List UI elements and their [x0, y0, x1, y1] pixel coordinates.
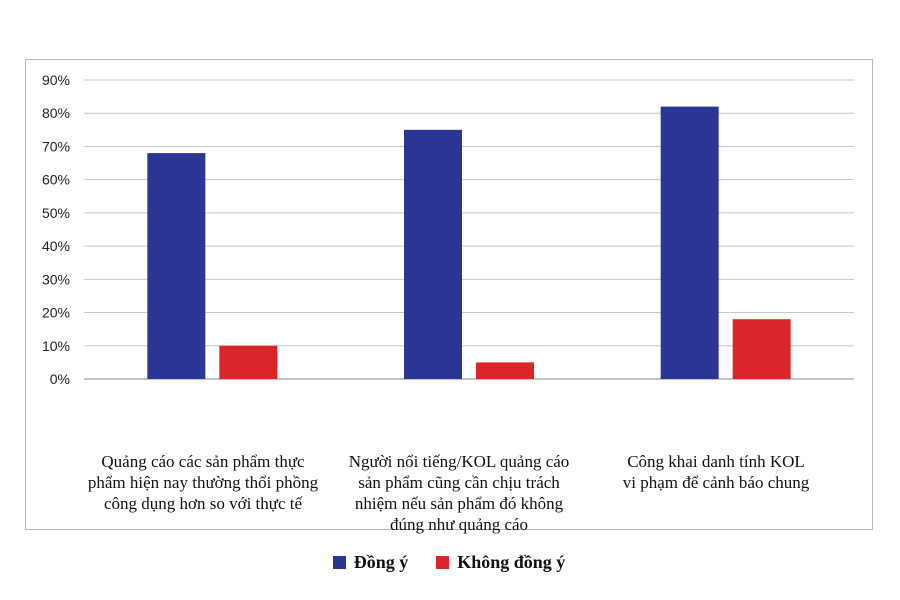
legend-label-dong-y: Đồng ý [353, 552, 409, 572]
category-label-1: Quảng cáo các sản phẩm thực phẩm hiện na… [87, 452, 319, 513]
legend-item-dong-y: Đồng ý [332, 552, 409, 573]
category-label-3: Công khai danh tính KOL vi phạm để cảnh … [622, 452, 810, 492]
legend: Đồng ý Không đồng ý [26, 552, 872, 573]
bar-dong-y-1 [147, 153, 206, 379]
bar-khong-dong-y-3 [732, 319, 791, 379]
plot-area: 0% 10% 20% 30% 40% 50% 60% 70% 80% 90% [42, 72, 854, 387]
legend-swatch-khong-dong-y [436, 556, 450, 569]
bar-dong-y-2 [404, 129, 462, 379]
y-tick-label: 10% [42, 338, 70, 354]
bar-khong-dong-y-2 [476, 362, 534, 379]
y-tick-label: 0% [50, 371, 70, 387]
y-tick-label: 90% [42, 72, 70, 88]
chart-frame: 0% 10% 20% 30% 40% 50% 60% 70% 80% 90% Quảng cáo … [25, 59, 873, 572]
y-tick-label: 50% [42, 205, 70, 221]
legend-swatch-dong-y [332, 556, 346, 569]
legend-item-khong-dong-y: Không đồng ý [436, 552, 565, 573]
y-tick-label: 20% [42, 305, 70, 321]
y-tick-label: 80% [42, 105, 70, 121]
y-tick-label: 60% [42, 172, 70, 188]
bar-khong-dong-y-1 [219, 345, 278, 379]
legend-label-khong-dong-y: Không đồng ý [457, 552, 566, 572]
y-tick-label: 40% [42, 238, 70, 254]
y-tick-label: 70% [42, 138, 70, 154]
y-tick-label: 30% [42, 271, 70, 287]
category-label-2: Người nổi tiếng/KOL quảng cáo sản phẩm c… [348, 452, 570, 534]
bar-dong-y-3 [660, 106, 719, 380]
